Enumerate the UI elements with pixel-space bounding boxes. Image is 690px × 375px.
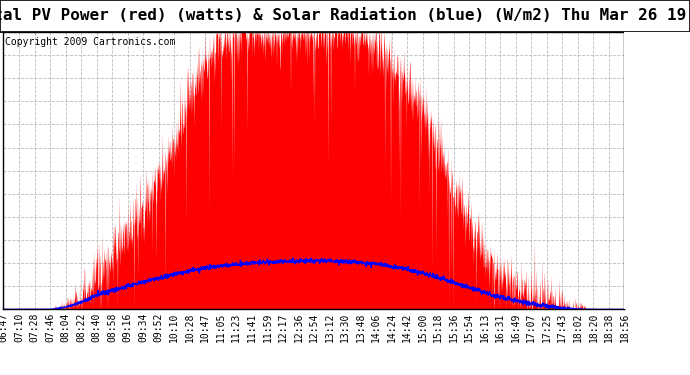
Text: 13:12: 13:12 [324, 313, 335, 342]
Text: 15:00: 15:00 [417, 313, 428, 342]
Text: 18:56: 18:56 [620, 313, 629, 342]
Text: 10:28: 10:28 [185, 313, 195, 342]
Text: Total PV Power (red) (watts) & Solar Radiation (blue) (W/m2) Thu Mar 26 19:04: Total PV Power (red) (watts) & Solar Rad… [0, 9, 690, 23]
Text: 09:52: 09:52 [154, 313, 164, 342]
Text: 17:07: 17:07 [526, 313, 536, 342]
Text: 11:41: 11:41 [247, 313, 257, 342]
Text: 17:43: 17:43 [558, 313, 567, 342]
Text: 13:48: 13:48 [355, 313, 366, 342]
Text: 09:16: 09:16 [123, 313, 132, 342]
Text: 15:54: 15:54 [464, 313, 474, 342]
Text: 08:40: 08:40 [92, 313, 101, 342]
Text: 18:38: 18:38 [604, 313, 614, 342]
Text: 11:23: 11:23 [231, 313, 241, 342]
Text: 12:17: 12:17 [278, 313, 288, 342]
Text: 16:49: 16:49 [511, 313, 521, 342]
Text: 07:28: 07:28 [30, 313, 39, 342]
Text: Copyright 2009 Cartronics.com: Copyright 2009 Cartronics.com [6, 38, 176, 47]
Text: 09:34: 09:34 [138, 313, 148, 342]
Text: 12:54: 12:54 [309, 313, 319, 342]
Text: 07:10: 07:10 [14, 313, 24, 342]
Text: 15:36: 15:36 [448, 313, 459, 342]
Text: 08:58: 08:58 [107, 313, 117, 342]
Text: 14:06: 14:06 [371, 313, 381, 342]
Text: 10:10: 10:10 [169, 313, 179, 342]
Text: 16:13: 16:13 [480, 313, 490, 342]
Text: 18:20: 18:20 [589, 313, 598, 342]
Text: 16:31: 16:31 [495, 313, 505, 342]
Text: 06:47: 06:47 [0, 313, 8, 342]
Text: 14:24: 14:24 [386, 313, 397, 342]
Text: 12:36: 12:36 [293, 313, 304, 342]
Text: 18:02: 18:02 [573, 313, 583, 342]
Text: 08:04: 08:04 [61, 313, 70, 342]
Text: 11:59: 11:59 [262, 313, 273, 342]
Text: 17:25: 17:25 [542, 313, 552, 342]
Text: 08:22: 08:22 [76, 313, 86, 342]
Text: 11:05: 11:05 [216, 313, 226, 342]
Text: 14:42: 14:42 [402, 313, 412, 342]
Text: 15:18: 15:18 [433, 313, 443, 342]
Text: 07:46: 07:46 [45, 313, 55, 342]
Text: 10:47: 10:47 [200, 313, 210, 342]
Text: 13:30: 13:30 [340, 313, 350, 342]
